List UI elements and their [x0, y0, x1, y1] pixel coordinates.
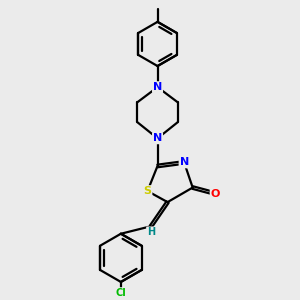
- Text: Cl: Cl: [116, 288, 126, 298]
- Text: N: N: [153, 133, 162, 143]
- Text: N: N: [153, 82, 162, 92]
- Text: O: O: [211, 189, 220, 199]
- Text: N: N: [179, 158, 189, 167]
- Text: H: H: [147, 227, 155, 237]
- Text: S: S: [143, 186, 152, 196]
